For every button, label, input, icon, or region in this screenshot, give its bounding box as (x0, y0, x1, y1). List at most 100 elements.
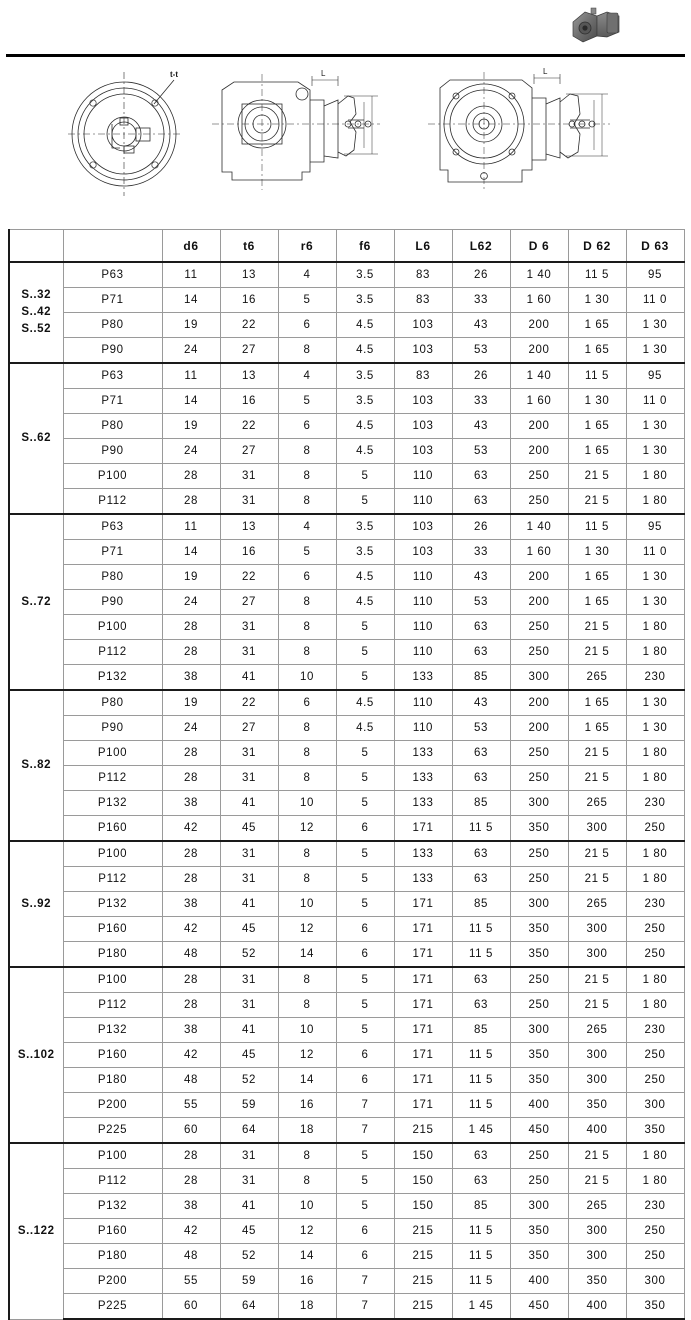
value-cell-f6: 5 (335, 840, 395, 867)
motor-size-cell: P200 (62, 1268, 163, 1294)
value-cell-d6: 250 (509, 966, 569, 993)
value-cell-l6: 110 (393, 614, 453, 640)
table-row: S..82 P80 19 22 6 4.5 110 43 200 1 65 1 30 (8, 689, 685, 842)
value-cell-f6: 3.5 (335, 539, 395, 565)
value-cell-t6: 45 (219, 1218, 279, 1244)
value-cell-r6: 6 (277, 413, 337, 439)
value-cell-r6: 5 (277, 287, 337, 313)
value-cell-r6: 8 (277, 866, 337, 892)
value-cell-r6: 8 (277, 740, 337, 766)
group-label-line: S..102 (17, 1048, 55, 1061)
value-cell-d6: 350 (509, 1042, 569, 1068)
value-cell-r6: 8 (277, 1142, 337, 1169)
value-cell-d62: 1 30 (567, 539, 627, 565)
value-cell-d6: 42 (161, 815, 221, 842)
value-cell-d62: 21 5 (567, 765, 627, 791)
value-cell-f6: 5 (335, 891, 395, 917)
value-cell-f6: 5 (335, 966, 395, 993)
value-cell-d6: 200 (509, 689, 569, 716)
value-cell-l6: 171 (393, 966, 453, 993)
value-cell-d63: 230 (625, 664, 685, 691)
motor-size-cell: P100 (62, 740, 163, 766)
table-row: P160 42 45 12 6 171 11 5 350 300 250 (9, 815, 685, 842)
value-cell-d6: 19 (161, 689, 221, 716)
value-cell-d6: 250 (509, 992, 569, 1018)
value-cell-d63: 1 30 (625, 312, 685, 338)
motor-size-cell: P225 (62, 1293, 163, 1320)
value-cell-d6: 14 (161, 388, 221, 414)
value-cell-d6: 1 40 (509, 261, 569, 288)
value-cell-d62: 265 (567, 1193, 627, 1219)
value-cell-d63: 1 80 (625, 740, 685, 766)
value-cell-l6: 83 (393, 362, 453, 389)
value-cell-d6: 38 (161, 891, 221, 917)
value-cell-t6: 59 (219, 1092, 279, 1118)
motor-size-cell: P90 (62, 337, 163, 364)
value-cell-f6: 4.5 (335, 337, 395, 364)
value-cell-l6: 103 (393, 438, 453, 464)
value-cell-t6: 45 (219, 815, 279, 842)
value-cell-r6: 8 (277, 639, 337, 665)
value-cell-l6: 133 (393, 866, 453, 892)
table-row: S..72 P63 11 13 4 3.5 103 26 1 40 11 5 95 (8, 513, 685, 691)
value-cell-d63: 1 80 (625, 488, 685, 515)
value-cell-t6: 13 (219, 362, 279, 389)
group-label-line: S..52 (21, 322, 52, 335)
gearbox-product-photo (567, 6, 623, 46)
value-cell-t6: 13 (219, 513, 279, 540)
value-cell-l62: 63 (451, 488, 511, 515)
value-cell-r6: 5 (277, 539, 337, 565)
value-cell-d6: 14 (161, 539, 221, 565)
value-cell-d6: 300 (509, 1017, 569, 1043)
value-cell-d63: 1 80 (625, 840, 685, 867)
value-cell-d6: 250 (509, 1142, 569, 1169)
motor-size-cell: P112 (62, 488, 163, 515)
table-row: P80 19 22 6 4.5 103 43 200 1 65 1 30 (9, 413, 685, 439)
value-cell-d63: 250 (625, 941, 685, 968)
motor-size-cell: P80 (62, 689, 163, 716)
value-cell-d6: 11 (161, 362, 221, 389)
value-cell-f6: 7 (335, 1293, 395, 1320)
value-cell-f6: 5 (335, 639, 395, 665)
value-cell-l62: 63 (451, 966, 511, 993)
value-cell-r6: 6 (277, 312, 337, 338)
value-cell-r6: 8 (277, 589, 337, 615)
value-cell-d6: 48 (161, 941, 221, 968)
value-cell-d6: 48 (161, 1243, 221, 1269)
value-cell-l62: 11 5 (451, 1218, 511, 1244)
value-cell-l6: 103 (393, 539, 453, 565)
value-cell-r6: 14 (277, 1067, 337, 1093)
column-header-t6: t6 (219, 229, 279, 263)
value-cell-d6: 14 (161, 287, 221, 313)
value-cell-f6: 5 (335, 488, 395, 515)
value-cell-f6: 7 (335, 1268, 395, 1294)
value-cell-f6: 3.5 (335, 388, 395, 414)
value-cell-l62: 11 5 (451, 1092, 511, 1118)
value-cell-d62: 1 30 (567, 388, 627, 414)
value-cell-d6: 300 (509, 664, 569, 691)
value-cell-d63: 230 (625, 1017, 685, 1043)
value-cell-l62: 1 45 (451, 1293, 511, 1320)
column-header-d62: D 62 (567, 229, 627, 263)
motor-size-cell: P132 (62, 1193, 163, 1219)
value-cell-r6: 16 (277, 1268, 337, 1294)
header-corner-size (62, 229, 163, 263)
value-cell-t6: 16 (219, 287, 279, 313)
value-cell-d62: 21 5 (567, 966, 627, 993)
value-cell-r6: 5 (277, 388, 337, 414)
group-label-line: S..82 (21, 759, 52, 772)
value-cell-l62: 63 (451, 992, 511, 1018)
value-cell-d62: 21 5 (567, 740, 627, 766)
table-row: P180 48 52 14 6 171 11 5 350 300 250 (9, 1067, 685, 1093)
value-cell-d6: 1 40 (509, 362, 569, 389)
value-cell-d62: 21 5 (567, 840, 627, 867)
value-cell-t6: 22 (219, 312, 279, 338)
value-cell-l62: 33 (451, 539, 511, 565)
table-row: P132 38 41 10 5 150 85 300 265 230 (9, 1193, 685, 1219)
motor-size-cell: P71 (62, 287, 163, 313)
table-row: P160 42 45 12 6 215 11 5 350 300 250 (9, 1218, 685, 1244)
